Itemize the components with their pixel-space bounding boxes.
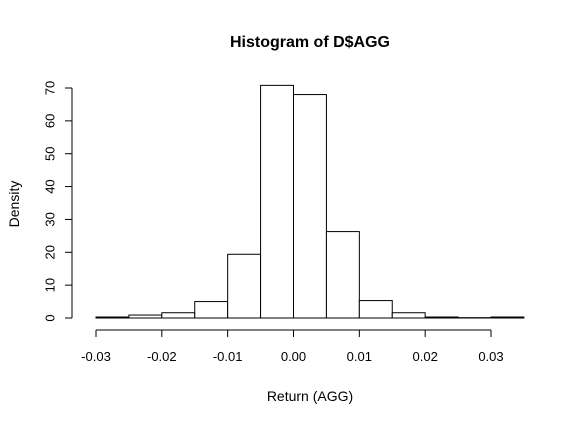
x-axis-label: Return (AGG) [267, 388, 353, 404]
x-tick-label-4: 0.01 [347, 349, 372, 364]
x-tick-label-1: -0.02 [147, 349, 177, 364]
x-tick-label-5: 0.02 [413, 349, 438, 364]
histogram-bar-1 [128, 314, 163, 319]
histogram-bar-0 [95, 316, 130, 319]
histogram-bar-4 [227, 253, 262, 319]
histogram-bar-5 [260, 84, 294, 319]
x-tick-label-6: 0.03 [478, 349, 503, 364]
x-axis: -0.03 -0.02 -0.01 0.00 0.01 0.02 0.03 [81, 329, 504, 364]
y-tick-label-3: 30 [42, 212, 57, 226]
y-tick-label-1: 10 [42, 278, 57, 292]
histogram-bars [95, 84, 525, 319]
y-axis: 0 10 20 30 40 50 60 70 [42, 81, 73, 322]
x-tick-label-2: -0.01 [213, 349, 243, 364]
y-tick-label-2: 20 [42, 245, 57, 259]
histogram-bar-2 [161, 312, 196, 319]
y-tick-label-6: 60 [42, 114, 57, 128]
y-tick-label-7: 70 [42, 81, 57, 95]
histogram-bar-10 [424, 316, 459, 319]
x-tick-label-0: -0.03 [81, 349, 111, 364]
histogram-bar-7 [325, 231, 360, 319]
histogram-bar-9 [391, 312, 426, 319]
y-tick-label-4: 40 [42, 179, 57, 193]
x-tick-label-3: 0.00 [281, 349, 306, 364]
y-tick-label-0: 0 [42, 314, 57, 321]
histogram-bar-12 [490, 316, 525, 319]
chart-title: Histogram of D$AGG [230, 34, 390, 51]
histogram-bar-6 [293, 94, 327, 319]
histogram-bar-3 [194, 301, 229, 319]
histogram-bar-8 [358, 300, 393, 319]
y-axis-label: Density [6, 181, 22, 228]
y-tick-label-5: 50 [42, 146, 57, 160]
